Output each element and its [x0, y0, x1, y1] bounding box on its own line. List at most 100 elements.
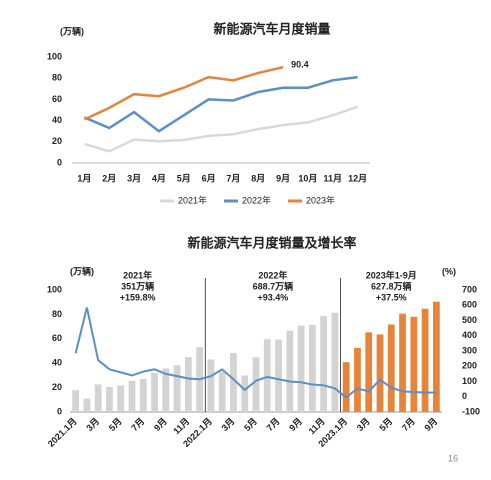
series-line	[83, 75, 358, 133]
bar	[263, 339, 271, 412]
y-tick-label: 20	[52, 136, 62, 146]
x-tick-label: 9月	[152, 416, 169, 433]
bar	[106, 386, 113, 412]
x-tick-label: 4月	[152, 173, 166, 183]
bar	[410, 316, 418, 412]
bar	[421, 308, 429, 412]
bar	[218, 371, 226, 412]
x-tick-label: 8月	[251, 173, 265, 183]
annotation: +93.4%	[258, 292, 289, 302]
y-tick-label: 60	[52, 333, 62, 343]
y2-tick-label: 700	[462, 284, 477, 294]
x-tick-label: 7月	[226, 173, 240, 183]
y-tick-label: 80	[52, 309, 62, 319]
bar	[173, 365, 181, 412]
y-tick-label: 0	[57, 157, 62, 167]
bar	[365, 332, 373, 412]
legend-label: 2023年	[306, 194, 335, 205]
y2-axis-label: (%)	[442, 266, 456, 276]
y-axis-label: (万辆)	[60, 25, 84, 36]
growth-line	[74, 307, 437, 399]
x-tick-label: 6月	[202, 173, 216, 183]
annotation: +37.5%	[376, 292, 407, 302]
y2-tick-label: 400	[462, 330, 477, 340]
legend-label: 2021年	[178, 194, 207, 205]
y2-tick-label: 100	[462, 376, 477, 386]
series-line	[84, 105, 358, 153]
bar	[83, 398, 91, 412]
series-line	[83, 65, 284, 121]
bar	[184, 357, 192, 412]
y-tick-label: 100	[47, 51, 62, 61]
bar	[128, 380, 136, 412]
bar	[331, 312, 339, 412]
x-tick-label: 12月	[348, 173, 367, 183]
annotation: 2023年1-9月	[366, 269, 417, 280]
x-tick-label: 1月	[77, 173, 91, 183]
bar	[230, 352, 237, 412]
x-tick-label: 5月	[377, 416, 394, 433]
bar	[354, 347, 361, 412]
y-tick-label: 40	[52, 115, 62, 125]
x-tick-label: 2月	[102, 173, 116, 183]
annotation: 688.7万辆	[253, 280, 294, 291]
x-tick-label: 7月	[129, 416, 146, 433]
bar	[117, 385, 125, 412]
bar	[139, 378, 147, 412]
x-tick-label: 5月	[177, 173, 191, 183]
bar	[252, 357, 260, 412]
chart-title: 新能源汽车月度销量及增长率	[187, 235, 356, 250]
bar	[207, 359, 215, 412]
bar	[342, 362, 350, 412]
bar	[432, 301, 440, 412]
bar	[399, 313, 406, 412]
x-tick-label: 5月	[242, 416, 259, 433]
bar	[297, 325, 305, 412]
annotation: 2021年	[123, 269, 152, 280]
y-tick-label: 40	[52, 358, 62, 368]
y2-tick-label: 200	[462, 361, 477, 371]
chart-title: 新能源汽车月度销量	[213, 21, 330, 36]
bar	[72, 390, 80, 412]
y2-tick-label: 600	[462, 300, 477, 310]
x-tick-label: 10月	[298, 173, 317, 183]
bar	[241, 375, 249, 412]
bar	[320, 316, 328, 412]
x-tick-label: 7月	[400, 416, 417, 433]
bar	[151, 372, 158, 412]
y2-tick-label: 0	[462, 391, 467, 401]
page-number: 16	[448, 453, 458, 463]
y-tick-label: 80	[52, 73, 62, 83]
x-tick-label: 9月	[276, 173, 290, 183]
bar	[94, 384, 102, 412]
bar	[387, 324, 395, 412]
y2-tick-label: 300	[462, 345, 477, 355]
x-tick-label: 3月	[84, 416, 101, 433]
data-label: 90.4	[291, 60, 309, 70]
annotation: +159.8%	[120, 292, 156, 302]
x-tick-label: 3月	[127, 173, 141, 183]
x-tick-label: 2021.1月	[46, 416, 79, 449]
x-tick-label: 7月	[265, 416, 282, 433]
y-tick-label: 20	[52, 382, 62, 392]
y2-tick-label: -100	[462, 406, 480, 416]
bar	[275, 339, 282, 412]
bar	[162, 368, 170, 412]
y-tick-label: 0	[57, 406, 62, 416]
x-tick-label: 3月	[220, 416, 237, 433]
y2-tick-label: 500	[462, 315, 477, 325]
y-tick-label: 60	[52, 94, 62, 104]
annotation: 351万辆	[121, 280, 154, 291]
x-tick-label: 11月	[323, 173, 342, 183]
bar	[376, 334, 384, 412]
y-axis-label: (万辆)	[70, 265, 94, 276]
x-tick-label: 9月	[287, 416, 304, 433]
y-tick-label: 100	[47, 284, 62, 294]
bar	[308, 324, 316, 412]
annotation: 627.8万辆	[371, 280, 412, 291]
x-tick-label: 3月	[355, 416, 372, 433]
x-tick-label: 9月	[422, 416, 439, 433]
bar	[286, 330, 294, 412]
annotation: 2022年	[258, 269, 287, 280]
